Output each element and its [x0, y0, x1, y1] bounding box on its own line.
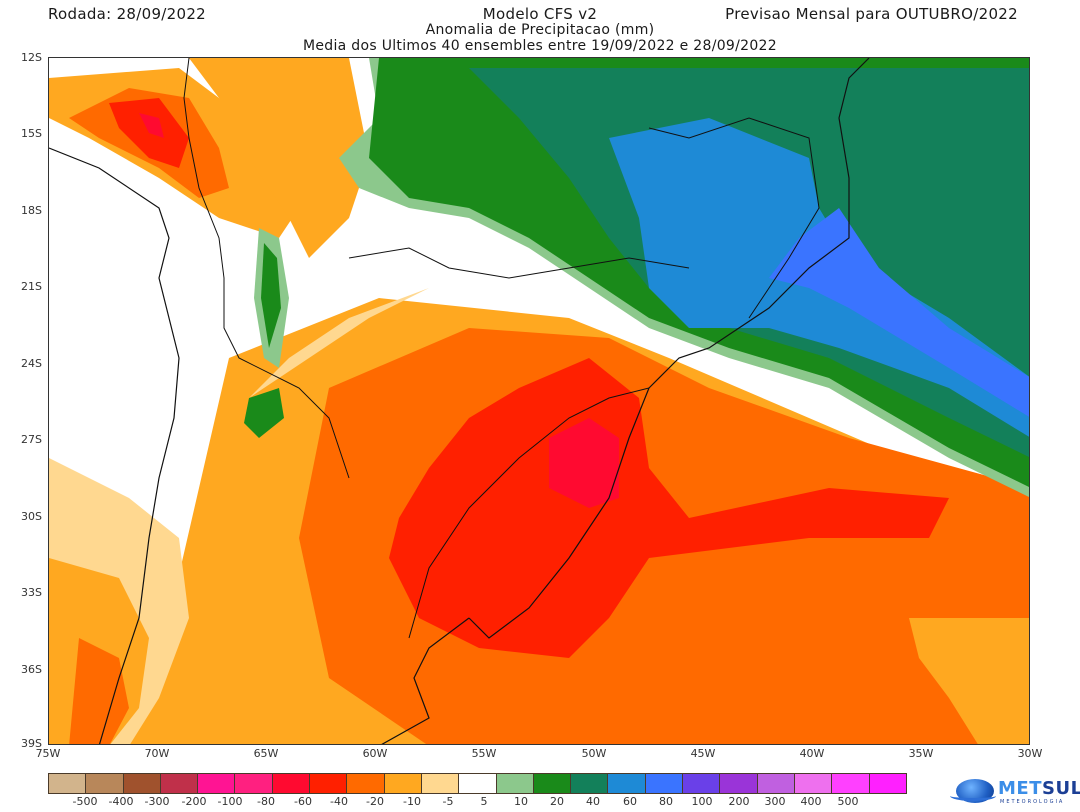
- colorbar-swatch: [159, 773, 198, 794]
- lat-label: 12S: [21, 51, 42, 64]
- colorbar-swatch: [346, 773, 384, 794]
- colorbar-label: 500: [837, 795, 859, 808]
- colorbar-swatch: [271, 773, 310, 794]
- lat-label: 15S: [21, 127, 42, 140]
- colorbar-label: 200: [728, 795, 750, 808]
- logo-subtitle: METEOROLOGIA: [1000, 799, 1065, 805]
- colorbar-swatch: [682, 773, 720, 794]
- lon-label: 45W: [690, 747, 716, 760]
- colorbar-swatch: [570, 773, 608, 794]
- colorbar-label: 40: [586, 795, 600, 808]
- colorbar-label: 20: [550, 795, 564, 808]
- colorbar: [48, 773, 907, 794]
- colorbar-label: 400: [800, 795, 822, 808]
- colorbar-swatch: [234, 773, 272, 794]
- colorbar-label: -40: [330, 795, 348, 808]
- forecast-title: Previsao Mensal para OUTUBRO/2022: [725, 5, 1018, 23]
- colorbar-swatch: [495, 773, 533, 794]
- colorbar-swatch: [122, 773, 160, 794]
- map-contours: [49, 58, 1029, 744]
- colorbar-swatch: [309, 773, 347, 794]
- colorbar-label: -400: [108, 795, 134, 808]
- variable-subtitle: Anomalia de Precipitacao (mm): [425, 22, 655, 38]
- colorbar-swatch: [719, 773, 757, 794]
- lon-label: 65W: [253, 747, 279, 760]
- lat-label: 27S: [21, 433, 42, 446]
- lat-label: 21S: [21, 280, 42, 293]
- colorbar-swatch: [868, 773, 907, 794]
- lat-label: 30S: [21, 510, 42, 523]
- colorbar-swatch: [793, 773, 832, 794]
- metsul-logo: METSUL METEOROLOGIA: [950, 776, 1080, 806]
- colorbar-swatch: [831, 773, 869, 794]
- lat-label: 39S: [21, 737, 42, 750]
- precipitation-anomaly-map: [48, 57, 1030, 745]
- ensemble-note: Media dos Ultimos 40 ensembles entre 19/…: [303, 38, 777, 54]
- colorbar-label: -20: [366, 795, 384, 808]
- lat-label: 18S: [21, 204, 42, 217]
- lon-label: 70W: [144, 747, 170, 760]
- colorbar-label: -5: [442, 795, 454, 808]
- colorbar-label: 300: [764, 795, 786, 808]
- colorbar-label: -80: [257, 795, 275, 808]
- colorbar-label: 60: [623, 795, 637, 808]
- colorbar-label: -100: [217, 795, 243, 808]
- lon-label: 55W: [471, 747, 497, 760]
- colorbar-label: 5: [480, 795, 488, 808]
- colorbar-label: -500: [72, 795, 98, 808]
- colorbar-label: -10: [403, 795, 421, 808]
- colorbar-swatch: [756, 773, 794, 794]
- lon-label: 35W: [908, 747, 934, 760]
- colorbar-swatch: [607, 773, 645, 794]
- colorbar-label: -60: [294, 795, 312, 808]
- colorbar-swatch: [420, 773, 459, 794]
- lon-label: 50W: [581, 747, 607, 760]
- lat-label: 33S: [21, 586, 42, 599]
- run-date: Rodada: 28/09/2022: [48, 5, 207, 23]
- colorbar-label: 10: [514, 795, 528, 808]
- lon-label: 60W: [362, 747, 388, 760]
- colorbar-swatch: [197, 773, 235, 794]
- colorbar-swatch: [532, 773, 571, 794]
- lat-label: 24S: [21, 357, 42, 370]
- lon-label: 30W: [1017, 747, 1043, 760]
- colorbar-swatch: [383, 773, 421, 794]
- colorbar-label: -300: [144, 795, 170, 808]
- colorbar-swatch: [48, 773, 86, 794]
- lon-label: 40W: [799, 747, 825, 760]
- colorbar-swatch: [644, 773, 683, 794]
- colorbar-swatch: [85, 773, 123, 794]
- colorbar-label: 100: [691, 795, 713, 808]
- colorbar-label: 80: [659, 795, 673, 808]
- model-title: Modelo CFS v2: [482, 5, 598, 23]
- colorbar-label: -200: [181, 795, 207, 808]
- logo-wordmark: METSUL: [998, 778, 1080, 799]
- colorbar-swatch: [458, 773, 496, 794]
- lat-label: 36S: [21, 663, 42, 676]
- swoosh-icon: [950, 791, 996, 801]
- lon-label: 75W: [35, 747, 61, 760]
